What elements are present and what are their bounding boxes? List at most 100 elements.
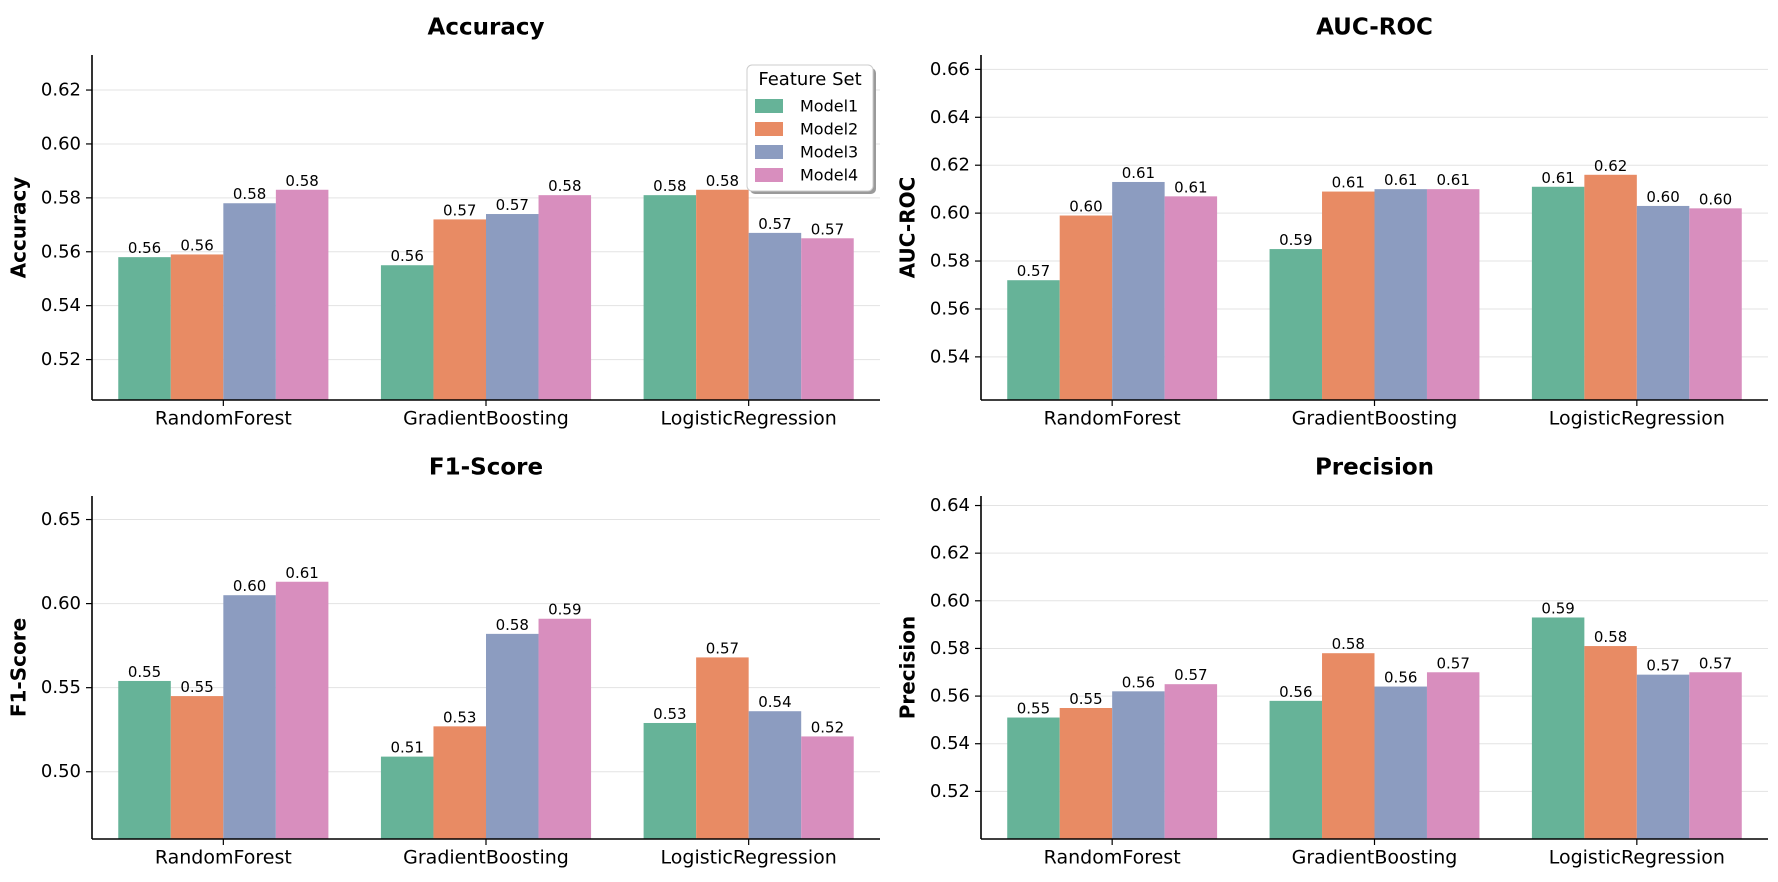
bar-model3-randomforest <box>223 595 276 839</box>
bar-model3-randomforest <box>223 203 276 400</box>
bar-model1-randomforest <box>118 680 171 839</box>
legend-swatch-model4 <box>755 168 783 182</box>
bar-model4-gradientboosting <box>1426 189 1480 400</box>
data-label: 0.58 <box>1332 635 1365 653</box>
data-label: 0.60 <box>1069 198 1102 216</box>
bar-model4-logisticregression <box>1689 208 1742 400</box>
data-label: 0.61 <box>1436 171 1469 189</box>
y-axis-label: F1-Score <box>7 618 31 717</box>
bar-model2-randomforest <box>170 254 224 400</box>
data-label: 0.57 <box>443 201 476 219</box>
bar-model2-logisticregression <box>696 657 749 839</box>
data-label: 0.53 <box>443 708 476 726</box>
y-tick-label: 0.60 <box>930 590 970 611</box>
data-label: 0.55 <box>128 663 161 681</box>
x-tick-label: GradientBoosting <box>403 408 569 430</box>
panel-title: F1-Score <box>429 455 543 481</box>
bar-model4-randomforest <box>1164 196 1218 400</box>
data-label: 0.57 <box>811 220 844 238</box>
y-tick-label: 0.55 <box>41 677 81 698</box>
y-tick-label: 0.64 <box>930 107 970 128</box>
bar-model4-gradientboosting <box>538 618 592 839</box>
data-label: 0.61 <box>1541 169 1574 187</box>
data-label: 0.57 <box>1174 666 1207 684</box>
data-label: 0.58 <box>1594 628 1627 646</box>
y-tick-label: 0.60 <box>41 133 81 154</box>
bar-model3-logisticregression <box>748 711 802 839</box>
y-tick-label: 0.50 <box>41 761 81 782</box>
data-label: 0.56 <box>390 247 423 265</box>
data-label: 0.58 <box>496 616 529 634</box>
panel-auc-roc: AUC-ROC 0.54 0.56 0.58 0.60 0.62 0.64 0.66 0.57 0… <box>896 15 1768 430</box>
bar-model1-logisticregression <box>643 722 697 839</box>
panel-title: Accuracy <box>428 15 545 41</box>
bar-model1-gradientboosting <box>1269 700 1323 839</box>
bar-model3-logisticregression <box>748 232 802 400</box>
y-tick-label: 0.58 <box>930 251 970 272</box>
bar-model3-logisticregression <box>1636 205 1690 400</box>
data-label: 0.61 <box>1174 178 1207 196</box>
data-label: 0.55 <box>1017 700 1050 718</box>
data-label: 0.56 <box>128 239 161 257</box>
data-label: 0.53 <box>653 705 686 723</box>
y-tick-label: 0.58 <box>41 187 81 208</box>
data-label: 0.55 <box>1069 690 1102 708</box>
bar-model4-randomforest <box>275 581 329 839</box>
x-tick-label: LogisticRegression <box>661 408 837 430</box>
bar-model2-gradientboosting <box>1322 191 1375 400</box>
y-axis-label: Accuracy <box>7 177 31 279</box>
data-label: 0.59 <box>1279 231 1312 249</box>
y-tick-label: 0.52 <box>41 349 81 370</box>
data-label: 0.57 <box>496 196 529 214</box>
y-axis-label: Precision <box>896 616 920 720</box>
bar-model4-logisticregression <box>801 736 854 839</box>
data-label: 0.57 <box>706 639 739 657</box>
bar-model2-logisticregression <box>1584 646 1637 839</box>
legend-title: Feature Set <box>758 69 861 90</box>
x-tick-label: RandomForest <box>155 847 292 869</box>
y-tick-label: 0.65 <box>41 509 81 530</box>
bar-model4-logisticregression <box>801 238 854 400</box>
bar-model1-logisticregression <box>1531 186 1585 400</box>
x-tick-label: GradientBoosting <box>403 847 569 869</box>
panel-precision: Precision 0.52 0.54 0.56 0.58 0.60 0.62 0.64 0.5… <box>896 455 1768 869</box>
panel-accuracy: Accuracy 0.52 0.54 0.56 0.58 0.60 0.62 0.56 0.56… <box>7 15 880 430</box>
bar-model4-gradientboosting <box>538 195 592 400</box>
y-tick-label: 0.54 <box>41 295 81 316</box>
legend-swatch-model2 <box>755 122 783 136</box>
bar-model2-logisticregression <box>1584 174 1637 400</box>
data-label: 0.58 <box>285 172 318 190</box>
bar-model3-randomforest <box>1112 181 1165 400</box>
data-label: 0.58 <box>706 172 739 190</box>
data-label: 0.60 <box>1646 188 1679 206</box>
bar-model1-randomforest <box>1007 717 1060 839</box>
data-label: 0.58 <box>653 177 686 195</box>
y-tick-label: 0.58 <box>930 638 970 659</box>
x-tick-label: RandomForest <box>155 408 292 430</box>
data-label: 0.61 <box>285 564 318 582</box>
panel-f1-score: F1-Score 0.50 0.55 0.60 0.65 0.55 0.55 0.60 0.61… <box>7 455 880 869</box>
y-tick-label: 0.62 <box>930 155 970 176</box>
y-tick-label: 0.54 <box>930 346 970 367</box>
bar-model4-gradientboosting <box>1426 672 1480 839</box>
data-label: 0.61 <box>1332 174 1365 192</box>
bar-model4-randomforest <box>1164 684 1218 839</box>
y-tick-label: 0.64 <box>930 495 970 516</box>
bar-model2-gradientboosting <box>433 219 486 400</box>
legend-label: Model3 <box>800 143 858 162</box>
y-tick-label: 0.54 <box>930 733 970 754</box>
bar-model3-gradientboosting <box>1374 189 1427 400</box>
data-label: 0.56 <box>1122 673 1155 691</box>
bar-model2-gradientboosting <box>1322 653 1375 839</box>
y-tick-label: 0.56 <box>930 298 970 319</box>
data-label: 0.52 <box>811 718 844 736</box>
data-label: 0.56 <box>1279 683 1312 701</box>
y-tick-label: 0.60 <box>41 593 81 614</box>
x-tick-label: GradientBoosting <box>1292 408 1458 430</box>
x-tick-label: GradientBoosting <box>1292 847 1458 869</box>
legend-swatch-model1 <box>755 99 783 113</box>
bar-model1-logisticregression <box>1531 617 1585 839</box>
bar-model1-gradientboosting <box>380 265 434 400</box>
bar-model3-logisticregression <box>1636 674 1690 839</box>
data-label: 0.51 <box>390 739 423 757</box>
